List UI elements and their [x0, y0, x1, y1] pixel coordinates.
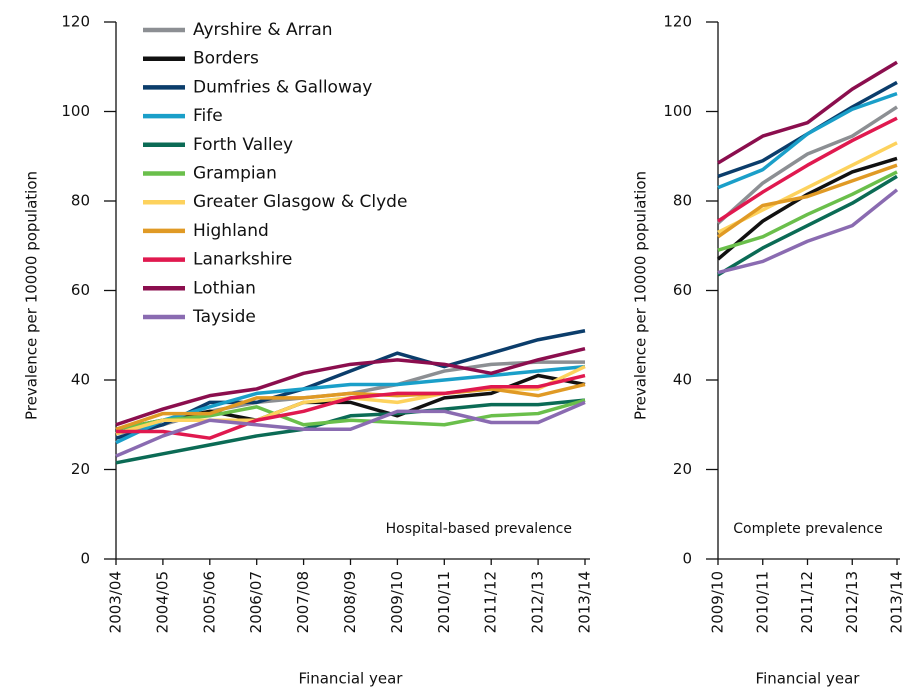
annotation: Complete prevalence [733, 521, 882, 537]
series-line [717, 188, 899, 275]
y-tick-label: 20 [673, 460, 692, 478]
series-line [115, 398, 586, 431]
x-tick-label: 2010/11 [753, 571, 771, 633]
series-line [717, 91, 898, 190]
y-tick-label: 100 [61, 102, 90, 120]
series-line [716, 156, 898, 261]
y-tick-label: 120 [61, 13, 90, 31]
x-tick-label: 2004/05 [153, 571, 171, 633]
series-line [716, 105, 898, 225]
legend-label: Fife [193, 106, 223, 126]
y-tick-label: 120 [663, 13, 692, 31]
legend-label: Forth Valley [193, 135, 293, 155]
y-tick-label: 60 [71, 281, 90, 299]
legend-label: Grampian [193, 164, 277, 184]
y-tick-label: 40 [673, 371, 692, 389]
legend-label: Greater Glasgow & Clyde [193, 192, 407, 212]
y-tick-label: 60 [673, 281, 692, 299]
series-line [717, 116, 898, 223]
series-line [717, 170, 898, 252]
y-tick-label: 0 [682, 550, 692, 568]
x-tick-label: 2005/06 [200, 571, 218, 633]
x-axis-label: Financial year [299, 670, 404, 688]
series-line [716, 163, 898, 239]
x-tick-label: 2010/11 [435, 571, 453, 633]
legend-label: Tayside [192, 307, 256, 327]
x-tick-label: 2003/04 [107, 571, 125, 633]
y-tick-label: 100 [663, 102, 692, 120]
legend-label: Ayrshire & Arran [193, 20, 333, 40]
legend-label: Lothian [193, 278, 256, 298]
y-axis-label: Prevalence per 10000 population [632, 171, 650, 420]
y-tick-label: 80 [71, 192, 90, 210]
y-tick-label: 0 [80, 550, 90, 568]
x-tick-label: 2013/14 [888, 571, 906, 633]
legend-label: Lanarkshire [193, 250, 292, 270]
series-line [115, 364, 586, 445]
series-line [115, 400, 586, 458]
series-line [717, 80, 898, 179]
x-tick-label: 2009/10 [709, 571, 727, 633]
x-tick-label: 2007/08 [294, 571, 312, 633]
x-tick-label: 2012/13 [529, 571, 547, 633]
series-line [717, 60, 898, 165]
x-tick-label: 2009/10 [388, 571, 406, 633]
series-line [717, 174, 898, 277]
x-tick-label: 2011/12 [482, 571, 500, 633]
x-axis-label: Financial year [756, 670, 861, 688]
y-tick-label: 40 [71, 371, 90, 389]
y-axis-label: Prevalence per 10000 population [23, 171, 41, 420]
legend-label: Dumfries & Galloway [193, 77, 372, 97]
x-tick-label: 2006/07 [247, 571, 265, 633]
series-line [115, 398, 586, 465]
legend-label: Borders [193, 49, 259, 69]
x-tick-label: 2008/09 [341, 571, 359, 633]
x-tick-label: 2013/14 [576, 571, 594, 633]
y-tick-label: 20 [71, 460, 90, 478]
y-tick-label: 80 [673, 192, 692, 210]
legend-label: Highland [193, 221, 269, 241]
series-line [116, 373, 586, 440]
x-tick-label: 2011/12 [798, 571, 816, 633]
x-tick-label: 2012/13 [843, 571, 861, 633]
series-line [115, 346, 586, 427]
annotation: Hospital-based prevalence [386, 521, 572, 537]
series-line [115, 382, 586, 431]
